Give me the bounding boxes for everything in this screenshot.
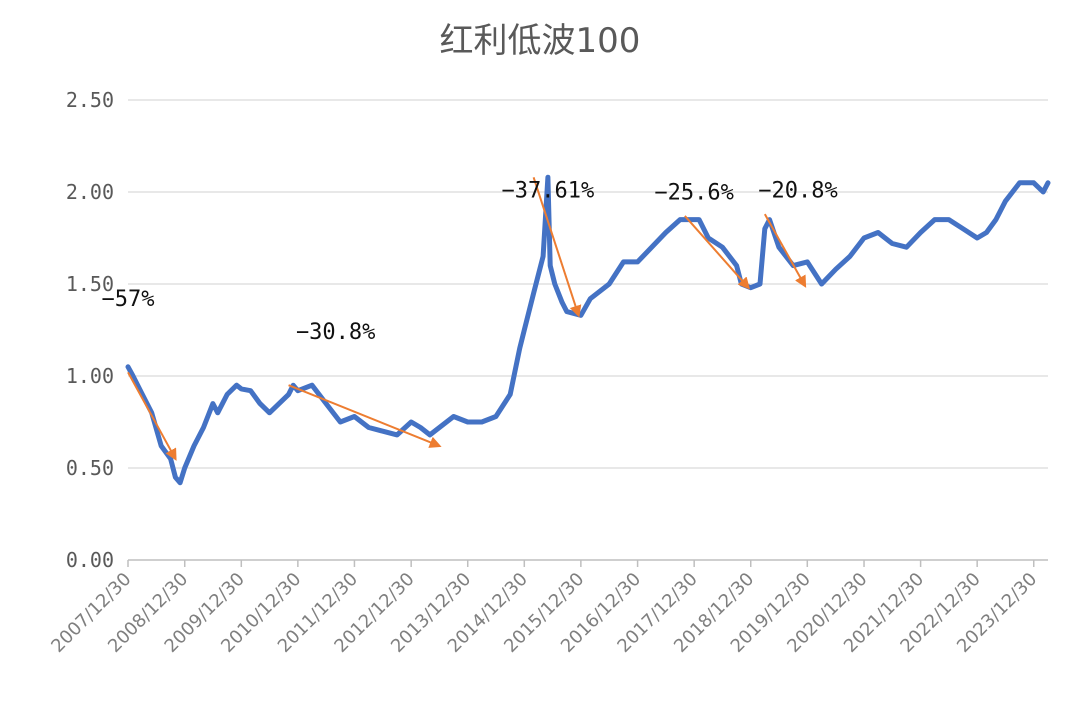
x-axis-ticks: 2007/12/302008/12/302009/12/302010/12/30… <box>47 560 1041 657</box>
drawdown-arrow <box>763 213 807 288</box>
annotations-layer: −57% −30.8% −37.61% −25.6% −20.8% <box>102 176 838 461</box>
gridlines <box>128 99 1048 561</box>
y-tick-label: 1.50 <box>66 272 114 296</box>
drawdown-label: −57% <box>102 287 155 312</box>
y-tick-label: 0.50 <box>66 456 114 480</box>
series-layer <box>125 174 1051 486</box>
drawdown-arrow <box>288 384 442 448</box>
drawdown-label: −37.61% <box>501 179 594 204</box>
drawdown-label: −20.8% <box>758 179 837 204</box>
y-tick-label: 1.00 <box>66 364 114 388</box>
series-line <box>125 174 1051 486</box>
drawdown-arrow <box>684 215 751 290</box>
chart-title: 红利低波100 <box>440 21 641 61</box>
y-axis-ticks: 0.00 0.50 1.00 1.50 2.00 2.50 <box>66 88 114 572</box>
drawdown-label: −30.8% <box>296 320 375 345</box>
drawdown-arrow <box>127 371 177 461</box>
drawdown-label: −25.6% <box>654 180 733 205</box>
y-tick-label: 2.00 <box>66 180 114 204</box>
y-tick-label: 0.00 <box>66 548 114 572</box>
drawdown-arrow <box>532 176 582 318</box>
y-tick-label: 2.50 <box>66 88 114 112</box>
